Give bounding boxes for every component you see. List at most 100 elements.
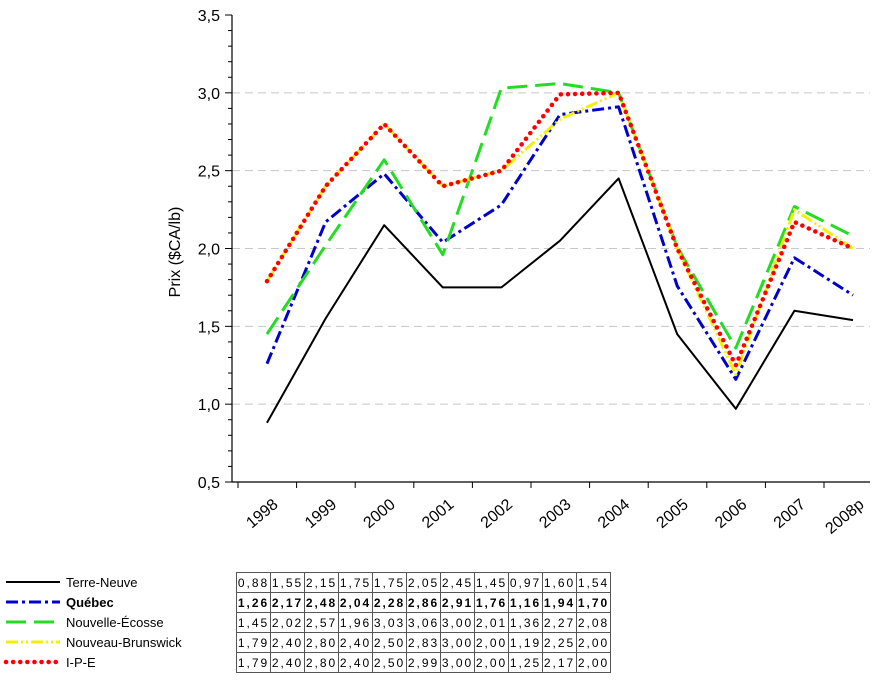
- line-chart: 0,5 1,0 1,5 2,0 2,5 3,0 3,5 1998 1999 2000 2001 20…: [167, 8, 870, 538]
- table-cell: 2,91: [440, 592, 475, 613]
- legend-item: I-P-E: [0, 652, 236, 672]
- table-cell: 2,80: [304, 632, 339, 653]
- table-cell: 1,25: [508, 652, 543, 673]
- table-row: 1,79 2,40 2,80 2,40 2,50 2,99 3,00 2,00 1,25 2,17…: [236, 652, 611, 673]
- legend: Terre-Neuve Québec Nouvelle-Écosse Nouveau-…: [0, 572, 236, 672]
- y-tick-label: 3,5: [198, 8, 220, 25]
- x-tick-label: 2002: [478, 496, 516, 532]
- table-cell: 1,60: [542, 572, 577, 593]
- table-cell: 2,02: [270, 612, 305, 633]
- series-line-nouveau-brunswick: [265, 91, 854, 377]
- table-cell: 2,17: [270, 592, 305, 613]
- table-cell: 2,45: [440, 572, 475, 593]
- legend-swatch: [3, 659, 63, 665]
- table-cell: 1,70: [576, 592, 611, 613]
- x-tick-label: 2008p: [823, 496, 868, 538]
- table-cell: 1,26: [236, 592, 271, 613]
- table-cell: 3,06: [406, 612, 441, 633]
- table-cell: 3,00: [440, 632, 475, 653]
- table-cell: 3,00: [440, 612, 475, 633]
- table-cell: 2,28: [372, 592, 407, 613]
- table-cell: 2,15: [304, 572, 339, 593]
- table-cell: 1,76: [474, 592, 509, 613]
- table-cell: 2,40: [338, 652, 373, 673]
- legend-item: Terre-Neuve: [0, 572, 236, 592]
- table-row: 1,45 2,02 2,57 1,96 3,03 3,06 3,00 2,01 1,36 2,27…: [236, 612, 611, 633]
- y-tick-label: 3,0: [198, 86, 220, 103]
- y-tick-label: 1,0: [198, 397, 220, 414]
- series-line-qu-bec: [265, 105, 854, 381]
- table-cell: 3,03: [372, 612, 407, 633]
- legend-item: Nouveau-Brunswick: [0, 632, 236, 652]
- series-line-i-p-e: [264, 90, 856, 368]
- table-cell: 2,08: [576, 612, 611, 633]
- x-tick-label: 2005: [654, 496, 692, 532]
- legend-label: Nouveau-Brunswick: [66, 634, 182, 650]
- table-cell: 1,55: [270, 572, 305, 593]
- table-cell: 2,05: [406, 572, 441, 593]
- x-tick-label: 2007: [771, 496, 809, 532]
- legend-item: Nouvelle-Écosse: [0, 612, 236, 632]
- table-cell: 1,36: [508, 612, 543, 633]
- table-cell: 2,99: [406, 652, 441, 673]
- table-cell: 2,48: [304, 592, 339, 613]
- table-cell: 2,27: [542, 612, 577, 633]
- table-cell: 1,75: [372, 572, 407, 593]
- table-cell: 2,50: [372, 632, 407, 653]
- legend-swatch: [6, 640, 60, 644]
- data-table: 0,88 1,55 2,15 1,75 1,75 2,05 2,45 1,45 0,97 1,60…: [236, 572, 611, 673]
- legend-swatch: [6, 581, 60, 583]
- table-cell: 1,54: [576, 572, 611, 593]
- table-cell: 1,79: [236, 652, 271, 673]
- series-line-nouvelle-cosse: [265, 82, 854, 350]
- table-cell: 2,80: [304, 652, 339, 673]
- y-tick-label: 0,5: [198, 475, 220, 492]
- x-tick-label: 2003: [536, 496, 574, 532]
- y-axis-label: Prix ($CA/lb): [167, 207, 184, 298]
- table-cell: 1,45: [236, 612, 271, 633]
- x-tick-label: 2006: [712, 496, 750, 532]
- table-cell: 0,97: [508, 572, 543, 593]
- legend-label: Terre-Neuve: [66, 574, 138, 590]
- table-cell: 2,50: [372, 652, 407, 673]
- table-cell: 2,00: [474, 632, 509, 653]
- x-tick-label: 2000: [361, 496, 399, 532]
- table-row: 1,79 2,40 2,80 2,40 2,50 2,83 3,00 2,00 1,19 2,25…: [236, 632, 611, 653]
- table-cell: 2,17: [542, 652, 577, 673]
- table-cell: 2,86: [406, 592, 441, 613]
- y-tick-labels: 0,5 1,0 1,5 2,0 2,5 3,0 3,5: [198, 8, 220, 492]
- table-cell: 1,45: [474, 572, 509, 593]
- table-row: 0,88 1,55 2,15 1,75 1,75 2,05 2,45 1,45 0,97 1,60…: [236, 572, 611, 593]
- table-cell: 2,25: [542, 632, 577, 653]
- table-cell: 2,57: [304, 612, 339, 633]
- table-cell: 2,00: [576, 652, 611, 673]
- series-line-terre-neuve: [266, 177, 854, 424]
- legend-item: Québec: [0, 592, 236, 612]
- legend-label: Nouvelle-Écosse: [66, 614, 164, 630]
- table-cell: 2,83: [406, 632, 441, 653]
- legend-label: Québec: [66, 594, 114, 610]
- legend-swatch: [6, 620, 60, 624]
- x-tick-label: 1998: [243, 496, 281, 532]
- table-cell: 1,75: [338, 572, 373, 593]
- y-tick-label: 2,0: [198, 242, 220, 259]
- table-cell: 0,88: [236, 572, 271, 593]
- table-cell: 1,94: [542, 592, 577, 613]
- table-cell: 2,40: [338, 632, 373, 653]
- axes: [225, 14, 870, 488]
- y-tick-label: 1,5: [198, 319, 220, 336]
- x-tick-label: 2001: [419, 496, 457, 532]
- series-lines: [264, 82, 856, 424]
- x-tick-label: 1999: [302, 496, 340, 532]
- table-cell: 1,16: [508, 592, 543, 613]
- table-row: 1,26 2,17 2,48 2,04 2,28 2,86 2,91 1,76 1,16 1,94…: [236, 592, 611, 613]
- x-tick-label: 2004: [595, 496, 633, 532]
- table-cell: 2,01: [474, 612, 509, 633]
- table-cell: 1,96: [338, 612, 373, 633]
- legend-label: I-P-E: [66, 654, 96, 670]
- x-tick-labels: 1998 1999 2000 2001 2002 2003 2004 2005 2006 2007…: [243, 496, 867, 538]
- table-cell: 2,00: [474, 652, 509, 673]
- table-cell: 2,40: [270, 652, 305, 673]
- y-tick-label: 2,5: [198, 164, 220, 181]
- table-cell: 2,40: [270, 632, 305, 653]
